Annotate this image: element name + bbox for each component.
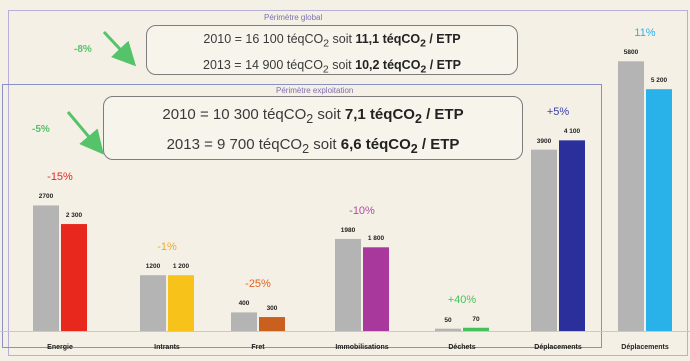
value-label-2010-1: 1200 bbox=[145, 263, 161, 271]
exploitation-2013-connector: soit bbox=[309, 136, 341, 153]
bar-2010-6 bbox=[618, 61, 644, 332]
category-label-4: Déchets bbox=[448, 344, 476, 351]
category-label-0: Energie bbox=[47, 344, 73, 351]
change-label-3: -10% bbox=[349, 204, 375, 217]
global-2010-unit: / ETP bbox=[425, 32, 461, 46]
exploitation-2013-per-etp: 6,6 téqCO bbox=[340, 136, 411, 153]
subscript: 2 bbox=[420, 64, 427, 75]
bar-2013-3 bbox=[363, 247, 389, 331]
value-label-2010-2: 400 bbox=[238, 300, 250, 308]
exploitation-change-label: -5% bbox=[32, 124, 50, 135]
bar-2010-3 bbox=[335, 238, 361, 331]
global-perimeter-title: Périmètre global bbox=[264, 13, 323, 22]
value-label-2013-6: 5 200 bbox=[650, 77, 668, 85]
exploitation-equation-box: 2010 = 10 300 téqCO2 soit 7,1 téqCO2 / E… bbox=[103, 96, 523, 160]
bar-2013-1 bbox=[168, 275, 194, 331]
subscript: 2 bbox=[323, 38, 330, 50]
global-2010-total: 2010 = 16 100 téqCO bbox=[203, 32, 324, 46]
value-label-2013-1: 1 200 bbox=[172, 263, 190, 271]
bar-2013-6 bbox=[646, 89, 672, 331]
bar-2013-0 bbox=[61, 224, 87, 331]
global-2013-connector: soit bbox=[328, 57, 356, 72]
value-label-2010-3: 1980 bbox=[340, 226, 356, 234]
global-2010-connector: soit bbox=[329, 32, 356, 46]
exploitation-perimeter-title: Périmètre exploitation bbox=[276, 86, 354, 95]
global-down-arrow-icon bbox=[102, 30, 137, 67]
value-label-2010-5: 3900 bbox=[536, 137, 552, 145]
value-label-2013-5: 4 100 bbox=[563, 128, 581, 136]
value-label-2013-4: 70 bbox=[472, 315, 480, 323]
bar-2013-4 bbox=[463, 327, 489, 331]
value-label-2013-3: 1 800 bbox=[367, 235, 385, 243]
global-perimeter-frame bbox=[8, 10, 688, 356]
global-equation-box: 2010 = 16 100 téqCO2 soit 11,1 téqCO2 / … bbox=[146, 25, 518, 75]
subscript: 2 bbox=[414, 112, 422, 126]
value-label-2010-6: 5800 bbox=[623, 49, 639, 57]
global-2010-per-etp: 11,1 téqCO bbox=[355, 32, 421, 46]
category-label-6: Déplacements bbox=[621, 344, 669, 351]
exploitation-2010-per-etp: 7,1 téqCO bbox=[344, 106, 415, 123]
change-label-1: -1% bbox=[157, 241, 177, 254]
exploitation-down-arrow-icon bbox=[66, 111, 104, 155]
bar-2010-1 bbox=[140, 275, 166, 331]
change-label-5: +5% bbox=[546, 106, 570, 119]
subscript: 2 bbox=[410, 142, 418, 156]
global-line-2013: 2013 = 14 900 téqCO2 soit 10,2 téqCO2 / … bbox=[147, 55, 517, 81]
exploitation-2010-total: 2010 = 10 300 téqCO bbox=[162, 106, 307, 123]
bar-2010-0 bbox=[33, 205, 59, 331]
exploitation-2013-unit: / ETP bbox=[417, 136, 460, 153]
exploitation-2010-connector: soit bbox=[313, 106, 345, 123]
category-label-2: Fret bbox=[251, 344, 265, 351]
value-label-2010-4: 50 bbox=[444, 316, 452, 324]
value-label-2013-2: 300 bbox=[266, 305, 278, 313]
bar-2013-5 bbox=[559, 140, 585, 331]
global-2013-per-etp: 10,2 téqCO bbox=[355, 57, 421, 72]
bar-2013-2 bbox=[259, 317, 285, 331]
category-label-3: Immobilisations bbox=[335, 344, 389, 351]
category-label-1: Intrants bbox=[154, 344, 180, 351]
subscript: 2 bbox=[306, 112, 314, 126]
bar-2010-2 bbox=[231, 312, 257, 331]
exploitation-line-2013: 2013 = 9 700 téqCO2 soit 6,6 téqCO2 / ET… bbox=[104, 132, 522, 162]
value-label-2013-0: 2 300 bbox=[65, 212, 83, 220]
bar-2010-5 bbox=[531, 149, 557, 331]
subscript: 2 bbox=[420, 38, 426, 50]
subscript: 2 bbox=[302, 142, 310, 156]
global-change-label: -8% bbox=[74, 44, 92, 55]
category-label-5: Déplacements bbox=[534, 344, 582, 351]
change-label-6: 11% bbox=[634, 27, 656, 40]
exploitation-line-2010: 2010 = 10 300 téqCO2 soit 7,1 téqCO2 / E… bbox=[104, 102, 522, 132]
change-label-0: -15% bbox=[47, 171, 73, 184]
change-label-2: -25% bbox=[245, 278, 271, 291]
value-label-2010-0: 2700 bbox=[38, 193, 54, 201]
global-2013-total: 2013 = 14 900 téqCO bbox=[203, 57, 323, 72]
bar-2010-4 bbox=[435, 328, 461, 331]
global-2013-unit: / ETP bbox=[426, 57, 461, 72]
exploitation-2013-total: 2013 = 9 700 téqCO bbox=[166, 136, 303, 153]
global-line-2010: 2010 = 16 100 téqCO2 soit 11,1 téqCO2 / … bbox=[147, 29, 517, 55]
exploitation-perimeter-frame bbox=[2, 84, 602, 348]
exploitation-2010-unit: / ETP bbox=[421, 106, 464, 123]
change-label-4: +40% bbox=[447, 293, 477, 306]
category-axis-line bbox=[0, 331, 690, 332]
subscript: 2 bbox=[322, 64, 329, 75]
